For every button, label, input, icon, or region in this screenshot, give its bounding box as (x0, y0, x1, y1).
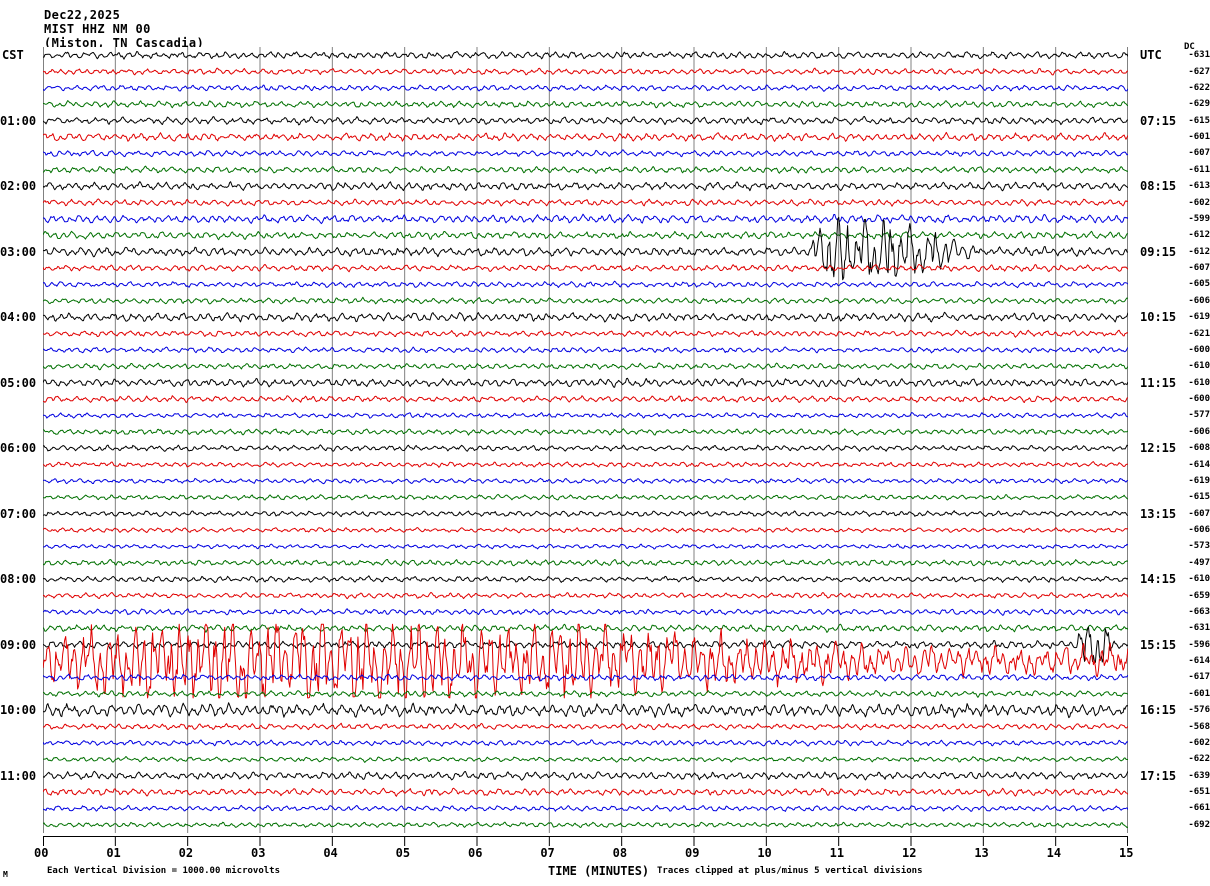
x-tick-label: 11 (829, 846, 845, 860)
dc-value: -619 (1188, 312, 1210, 323)
dc-value: -615 (1188, 115, 1210, 126)
x-tick-label: 13 (974, 846, 989, 860)
x-tick-label: 10 (757, 846, 772, 860)
x-axis (43, 833, 1128, 846)
dc-value: -497 (1188, 557, 1210, 568)
dc-value: -610 (1188, 361, 1210, 372)
header-location: (Miston, TN Cascadia) (44, 36, 205, 50)
dc-value: -607 (1188, 263, 1210, 274)
utc-time-label: 16:15 (1140, 703, 1177, 718)
dc-value: -610 (1188, 377, 1210, 388)
dc-value: -600 (1188, 344, 1210, 355)
dc-value: -577 (1188, 410, 1210, 421)
dc-value: -661 (1188, 803, 1210, 814)
utc-time-label: 09:15 (1140, 244, 1177, 259)
cst-time-label: 05:00 (0, 375, 37, 390)
header-station: MIST HHZ NM 00 (44, 22, 151, 36)
cst-time-label: 04:00 (0, 310, 37, 325)
seismogram-plot[interactable] (43, 47, 1128, 833)
dc-value: -631 (1188, 623, 1210, 634)
dc-value: -614 (1188, 656, 1210, 667)
dc-value: -619 (1188, 475, 1210, 486)
dc-value: -608 (1188, 443, 1210, 454)
dc-value: -692 (1188, 819, 1210, 830)
dc-value: -617 (1188, 672, 1210, 683)
utc-axis-label: UTC (1140, 48, 1162, 62)
footer-scale-note: Each Vertical Division = 1000.00 microvo… (47, 866, 280, 876)
dc-value: -627 (1188, 66, 1210, 77)
header-date: Dec22,2025 (44, 8, 121, 22)
utc-time-label: 17:15 (1140, 768, 1177, 783)
dc-value: -601 (1188, 688, 1210, 699)
utc-time-label: 07:15 (1140, 113, 1177, 128)
dc-value: -659 (1188, 590, 1210, 601)
x-tick-label: 05 (395, 846, 411, 860)
dc-value: -602 (1188, 737, 1210, 748)
cst-axis-label: CST (2, 48, 24, 62)
x-tick-label: 01 (106, 846, 121, 860)
dc-value: -663 (1188, 606, 1210, 617)
utc-time-label: 08:15 (1140, 179, 1177, 194)
dc-value: -639 (1188, 770, 1210, 781)
dc-value: -612 (1188, 230, 1210, 241)
dc-value: -631 (1188, 50, 1210, 61)
cst-time-label: 03:00 (0, 244, 37, 259)
dc-value: -607 (1188, 508, 1210, 519)
x-tick-label: 03 (251, 846, 266, 860)
x-tick-label: 14 (1046, 846, 1062, 860)
dc-value: -599 (1188, 213, 1210, 224)
dc-value: -610 (1188, 574, 1210, 585)
cst-time-label: 11:00 (0, 768, 37, 783)
cst-time-label: 02:00 (0, 179, 37, 194)
dc-value: -614 (1188, 459, 1210, 470)
cst-time-label: 09:00 (0, 637, 37, 652)
cst-time-label: 06:00 (0, 441, 37, 456)
x-tick-label: 15 (1119, 846, 1134, 860)
utc-time-label: 15:15 (1140, 637, 1177, 652)
dc-value: -607 (1188, 148, 1210, 159)
dc-value: -606 (1188, 525, 1210, 536)
dc-value: -602 (1188, 197, 1210, 208)
dc-value: -606 (1188, 426, 1210, 437)
utc-time-label: 14:15 (1140, 572, 1177, 587)
dc-value: -576 (1188, 705, 1210, 716)
dc-value: -600 (1188, 394, 1210, 405)
utc-time-label: 11:15 (1140, 375, 1177, 390)
x-tick-label: 00 (34, 846, 49, 860)
dc-value: -622 (1188, 754, 1210, 765)
dc-value: -568 (1188, 721, 1210, 732)
footer-clip-note: Traces clipped at plus/minus 5 vertical … (657, 866, 923, 876)
dc-value: -596 (1188, 639, 1210, 650)
dc-value: -613 (1188, 181, 1210, 192)
cst-time-label: 01:00 (0, 113, 37, 128)
dc-value: -651 (1188, 787, 1210, 798)
x-tick-label: 07 (540, 846, 555, 860)
dc-value: -606 (1188, 295, 1210, 306)
dc-value: -615 (1188, 492, 1210, 503)
dc-value: -622 (1188, 82, 1210, 93)
utc-time-label: 12:15 (1140, 441, 1177, 456)
dc-value: -611 (1188, 164, 1210, 175)
dc-value: -605 (1188, 279, 1210, 290)
dc-value: -573 (1188, 541, 1210, 552)
dc-column-label: DC (1184, 42, 1195, 52)
cst-time-label: 08:00 (0, 572, 37, 587)
footer-corner-mark: M (3, 870, 8, 879)
dc-value: -612 (1188, 246, 1210, 257)
x-tick-label: 08 (612, 846, 628, 860)
utc-time-label: 10:15 (1140, 310, 1177, 325)
cst-time-label: 07:00 (0, 506, 37, 521)
x-tick-label: 09 (685, 846, 700, 860)
x-tick-label: 02 (178, 846, 194, 860)
dc-value: -629 (1188, 99, 1210, 110)
x-axis-title: TIME (MINUTES) (548, 864, 650, 878)
cst-time-label: 10:00 (0, 703, 37, 718)
x-tick-label: 06 (468, 846, 483, 860)
x-tick-label: 04 (323, 846, 338, 860)
dc-value: -601 (1188, 132, 1210, 143)
dc-value: -621 (1188, 328, 1210, 339)
x-tick-label: 12 (902, 846, 917, 860)
utc-time-label: 13:15 (1140, 506, 1177, 521)
